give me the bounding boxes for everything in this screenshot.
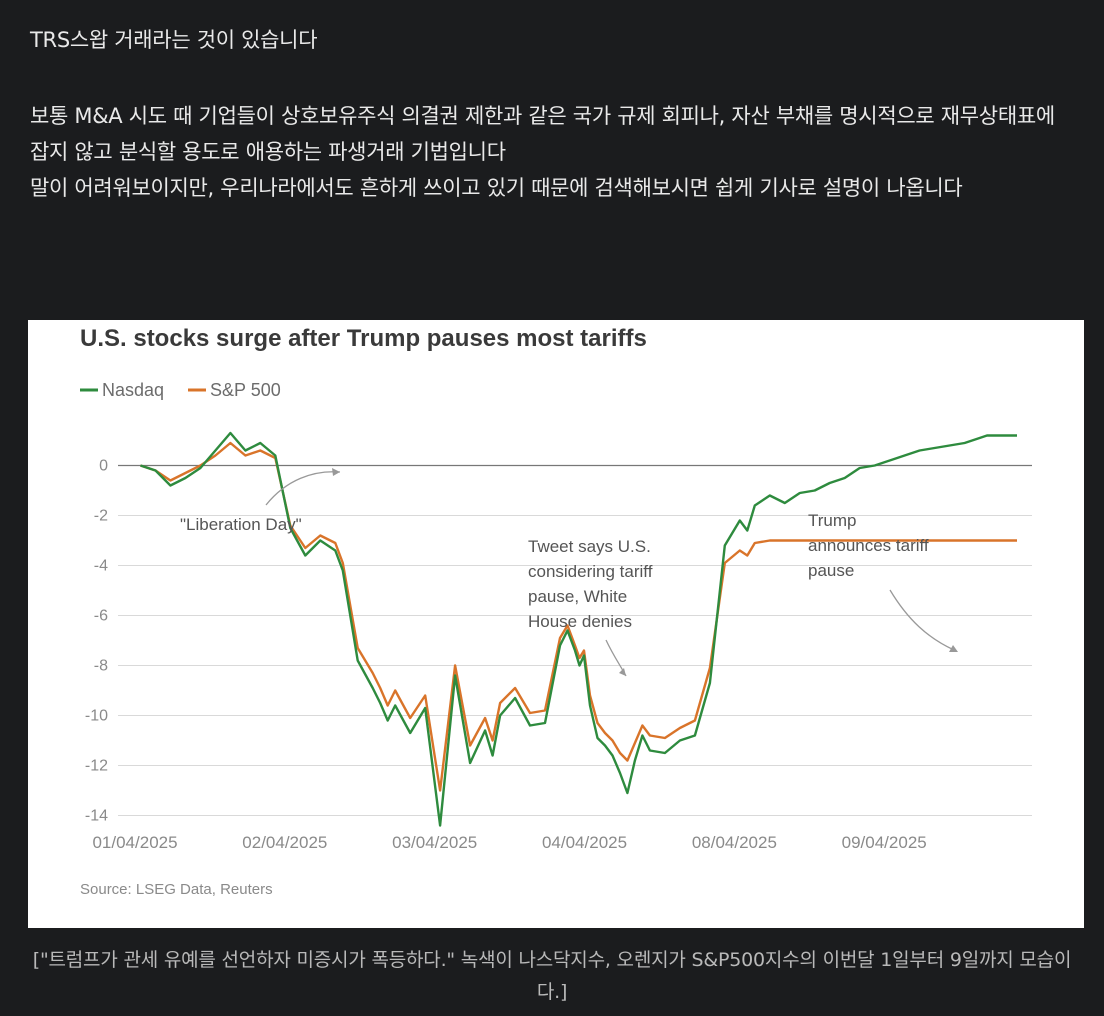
annotation-arrowhead [332,468,340,476]
line-chart: U.S. stocks surge after Trump pauses mos… [80,325,1032,898]
y-tick-label: -12 [85,758,108,775]
x-tick-label: 01/04/2025 [92,833,177,852]
legend-label-nasdaq: Nasdaq [102,380,164,400]
legend: Nasdaq S&P 500 [80,380,281,400]
x-tick-label: 08/04/2025 [692,833,777,852]
x-tick-label: 02/04/2025 [242,833,327,852]
annotation-text-line-3: pause, White [528,587,627,606]
x-tick-label: 03/04/2025 [392,833,477,852]
annotation-text-line-2: considering tariff [528,562,653,581]
annotation-text-line-2: announces tariff [808,536,929,555]
y-tick-label: -4 [94,558,108,575]
post-title: TRS스왑 거래라는 것이 있습니다 [30,28,318,52]
y-tick-label: -8 [94,658,108,675]
post-body: TRS스왑 거래라는 것이 있습니다 보통 M&A 시도 때 기업들이 상호보유… [30,22,1080,206]
x-axis-ticks: 01/04/2025 02/04/2025 03/04/2025 04/04/2025… [92,833,926,852]
y-tick-label: 0 [99,458,108,475]
annotation-trump-pause: Trump announces tariff pause [808,511,958,652]
series-line-nasdaq [140,431,1017,827]
series-line-s-p-500 [140,441,1017,792]
y-tick-label: -2 [94,508,108,525]
annotation-arrow [889,589,955,651]
chart-source: Source: LSEG Data, Reuters [80,881,273,898]
chart-image: U.S. stocks surge after Trump pauses mos… [28,320,1084,928]
annotation-text-line-4: House denies [528,612,632,631]
annotation-tweet: Tweet says U.S. considering tariff pause… [528,537,653,677]
annotation-text-line-1: Trump [808,511,857,530]
annotation-arrow [265,471,341,506]
post-paragraph-1: 보통 M&A 시도 때 기업들이 상호보유주식 의결권 제한과 같은 국가 규제… [30,104,1055,164]
series-lines [140,431,1017,827]
gridlines [118,464,1032,816]
chart-title: U.S. stocks surge after Trump pauses mos… [80,325,647,352]
y-axis-ticks: 0 -2 -4 -6 -8 -10 -12 -14 [85,458,108,825]
annotation-liberation-day: "Liberation Day" [180,468,341,534]
x-tick-label: 04/04/2025 [542,833,627,852]
y-tick-label: -10 [85,708,108,725]
y-tick-label: -14 [85,808,108,825]
annotation-text-line-3: pause [808,561,854,580]
annotation-text: "Liberation Day" [180,515,302,534]
image-caption: ["트럼프가 관세 유예를 선언하자 미증시가 폭등하다." 녹색이 나스닥지수… [32,949,1072,1003]
y-tick-label: -6 [94,608,108,625]
legend-label-sp500: S&P 500 [210,380,281,400]
x-tick-label: 09/04/2025 [842,833,927,852]
annotation-arrowhead [619,668,626,676]
post-paragraph-2: 말이 어려워보이지만, 우리나라에서도 흔하게 쓰이고 있기 때문에 검색해보시… [30,176,963,200]
annotation-arrowhead [949,645,958,652]
annotation-text-line-1: Tweet says U.S. [528,537,651,556]
